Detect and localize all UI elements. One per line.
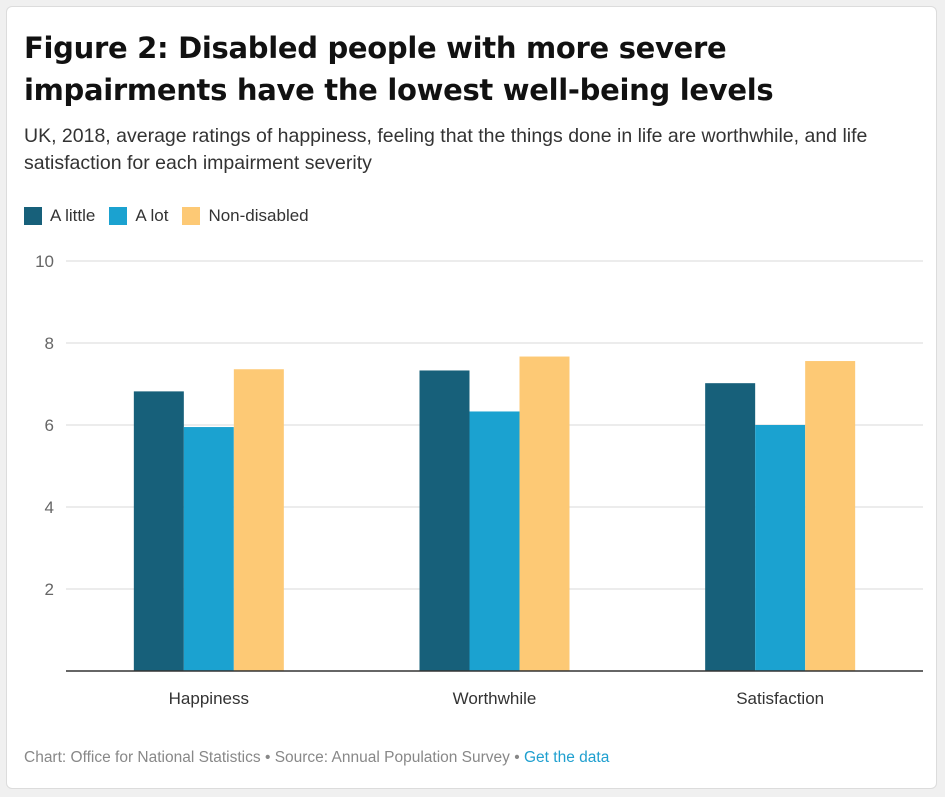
bar [419,370,470,671]
x-tick-label: Happiness [169,689,249,708]
bar [469,411,520,671]
source-text: Source: Annual Population Survey [274,749,510,766]
y-tick-label: 8 [45,334,54,353]
footer-separator: • [514,749,520,766]
y-tick-label: 4 [45,498,54,517]
bar [805,361,856,671]
bar [233,369,284,671]
chart-card: Figure 2: Disabled people with more seve… [6,6,937,789]
legend-label: Non-disabled [208,206,309,225]
bar [133,391,184,671]
x-tick-label: Satisfaction [736,689,824,708]
chart-credit: Chart: Office for National Statistics [24,749,261,766]
y-tick-label: 10 [35,252,54,271]
legend-item: Non-disabled [182,206,309,226]
chart-legend: A little A lot Non-disabled [24,206,323,226]
bar [705,383,756,671]
legend-swatch [109,207,128,225]
legend-swatch [182,207,201,225]
bar-chart: 2 4 6 8 10 Happiness Worthwhile Satisfaction [35,252,923,708]
chart-footer: Chart: Office for National Statistics • … [24,749,609,767]
legend-swatch [24,207,42,225]
chart-title: Figure 2: Disabled people with more seve… [24,31,774,107]
y-tick-label: 2 [45,580,54,599]
bar [519,356,570,671]
bar [755,425,806,671]
bar [183,427,234,671]
x-tick-label: Worthwhile [453,689,537,708]
legend-label: A lot [135,206,169,225]
footer-separator: • [264,749,271,766]
legend-item: A lot [109,206,168,226]
legend-item: A little [24,206,95,226]
get-the-data-link[interactable]: Get the data [524,749,610,766]
chart-subtitle: UK, 2018, average ratings of happiness, … [24,125,868,174]
y-tick-label: 6 [45,416,54,435]
legend-label: A little [50,206,96,225]
